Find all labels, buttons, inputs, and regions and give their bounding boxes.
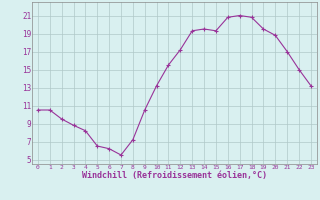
X-axis label: Windchill (Refroidissement éolien,°C): Windchill (Refroidissement éolien,°C) — [82, 171, 267, 180]
